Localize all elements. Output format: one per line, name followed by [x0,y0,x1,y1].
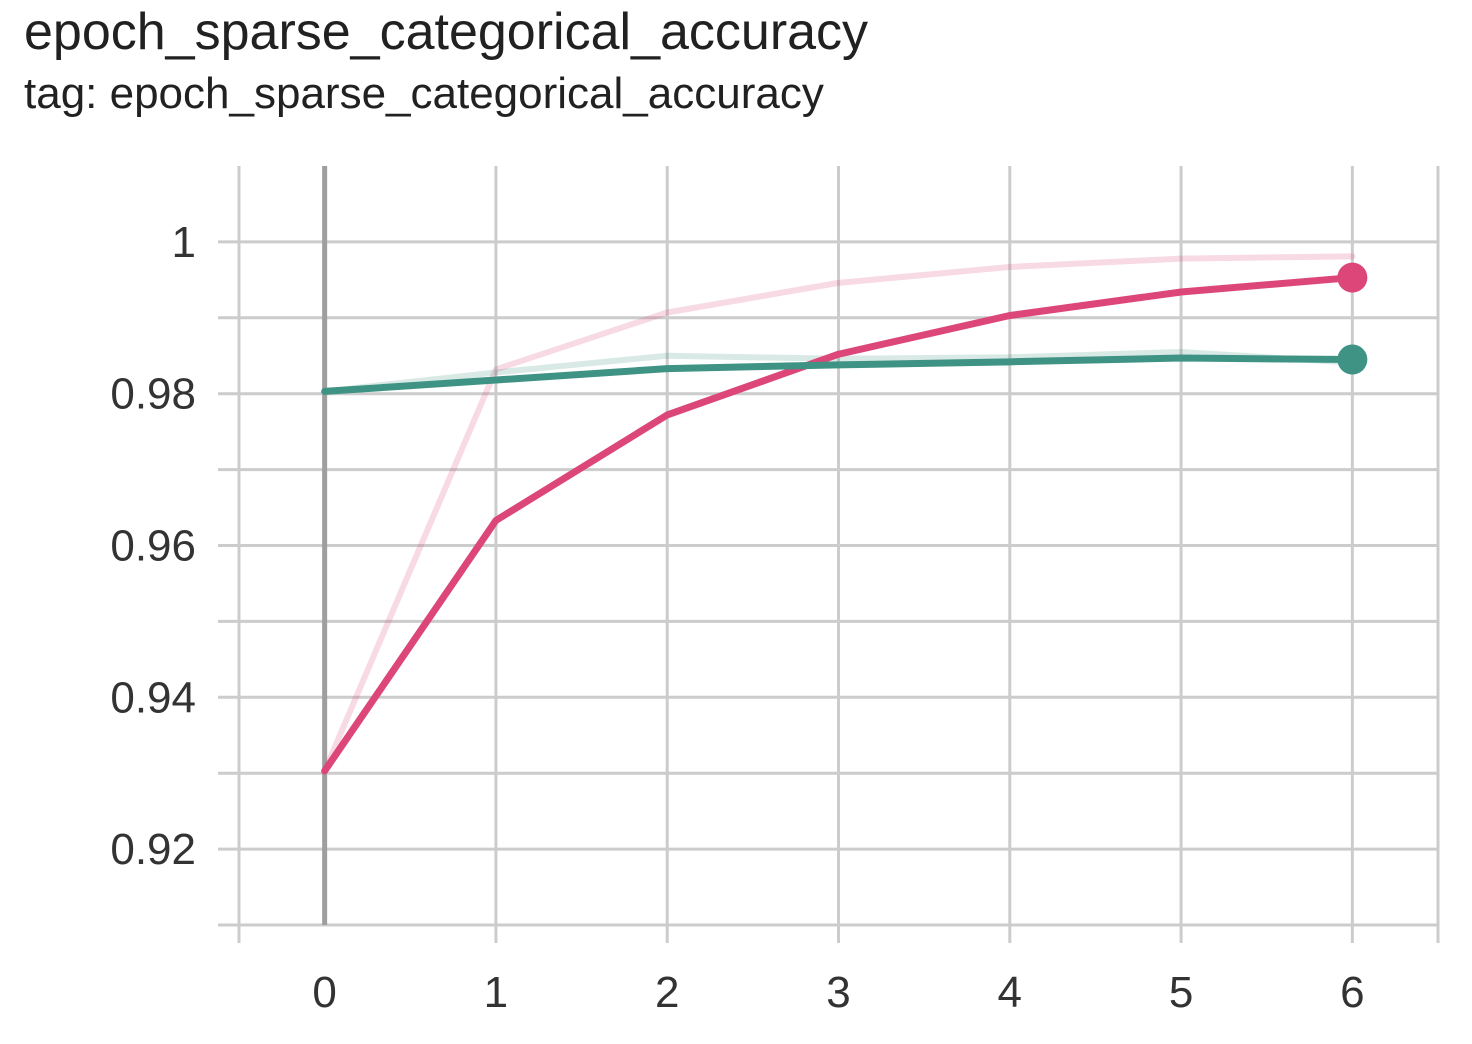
series-1-end-point[interactable] [1337,344,1368,375]
y-tick-label: 0.98 [110,370,196,419]
y-tick-label: 0.92 [110,825,196,874]
series-1-line[interactable] [321,354,1356,395]
x-tick-label: 5 [1169,968,1193,1017]
y-tick-label: 1 [172,218,196,267]
x-tick-label: 6 [1340,968,1364,1017]
series-0-end-point[interactable] [1337,262,1368,293]
series-layer [321,253,1368,775]
series-0-line[interactable] [321,274,1356,775]
grid [218,166,1440,943]
x-tick-label: 4 [998,968,1022,1017]
y-tick-label: 0.96 [110,522,196,571]
chart-subtitle: tag: epoch_sparse_categorical_accuracy [24,69,824,118]
x-tick-label: 1 [484,968,508,1017]
x-tick-label: 0 [312,968,336,1017]
x-tick-label: 2 [655,968,679,1017]
series-1-raw-line[interactable] [321,348,1356,395]
tick-labels: 0.92 0.94 0.96 0.98 1 0 1 2 3 4 5 6 [110,218,1364,1017]
x-tick-label: 3 [826,968,850,1017]
series-0-raw-line[interactable] [321,253,1356,774]
chart-title: epoch_sparse_categorical_accuracy [24,3,869,61]
y-tick-label: 0.94 [110,673,196,722]
